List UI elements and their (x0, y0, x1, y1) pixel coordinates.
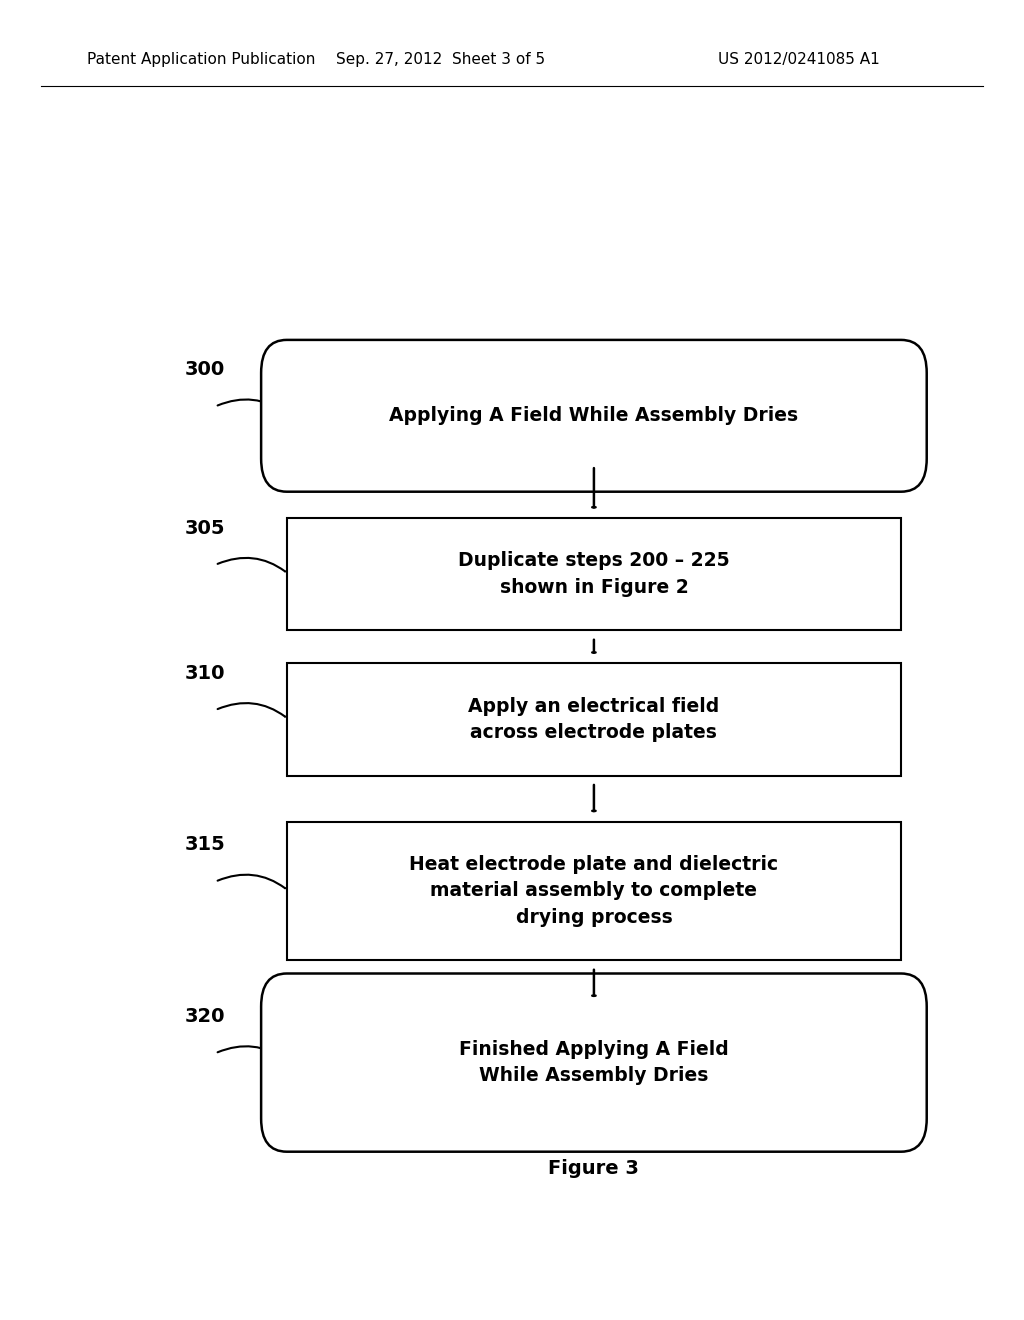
FancyArrowPatch shape (217, 1047, 285, 1060)
FancyBboxPatch shape (287, 663, 901, 776)
Text: Duplicate steps 200 – 225
shown in Figure 2: Duplicate steps 200 – 225 shown in Figur… (458, 552, 730, 597)
FancyBboxPatch shape (287, 821, 901, 961)
FancyArrowPatch shape (217, 875, 285, 888)
FancyBboxPatch shape (261, 339, 927, 491)
FancyArrowPatch shape (217, 558, 285, 572)
Text: 305: 305 (184, 519, 225, 537)
FancyBboxPatch shape (261, 974, 927, 1151)
Text: 315: 315 (184, 836, 225, 854)
Text: 300: 300 (184, 360, 224, 379)
FancyBboxPatch shape (287, 519, 901, 631)
Text: Patent Application Publication: Patent Application Publication (87, 51, 315, 67)
Text: Applying A Field While Assembly Dries: Applying A Field While Assembly Dries (389, 407, 799, 425)
Text: Figure 3: Figure 3 (549, 1159, 639, 1177)
Text: Apply an electrical field
across electrode plates: Apply an electrical field across electro… (468, 697, 720, 742)
FancyArrowPatch shape (217, 400, 285, 413)
Text: US 2012/0241085 A1: US 2012/0241085 A1 (718, 51, 880, 67)
Text: 310: 310 (184, 664, 225, 682)
FancyArrowPatch shape (217, 704, 285, 717)
Text: 320: 320 (184, 1007, 225, 1026)
Text: Finished Applying A Field
While Assembly Dries: Finished Applying A Field While Assembly… (459, 1040, 729, 1085)
Text: Heat electrode plate and dielectric
material assembly to complete
drying process: Heat electrode plate and dielectric mate… (410, 855, 778, 927)
Text: Sep. 27, 2012  Sheet 3 of 5: Sep. 27, 2012 Sheet 3 of 5 (336, 51, 545, 67)
